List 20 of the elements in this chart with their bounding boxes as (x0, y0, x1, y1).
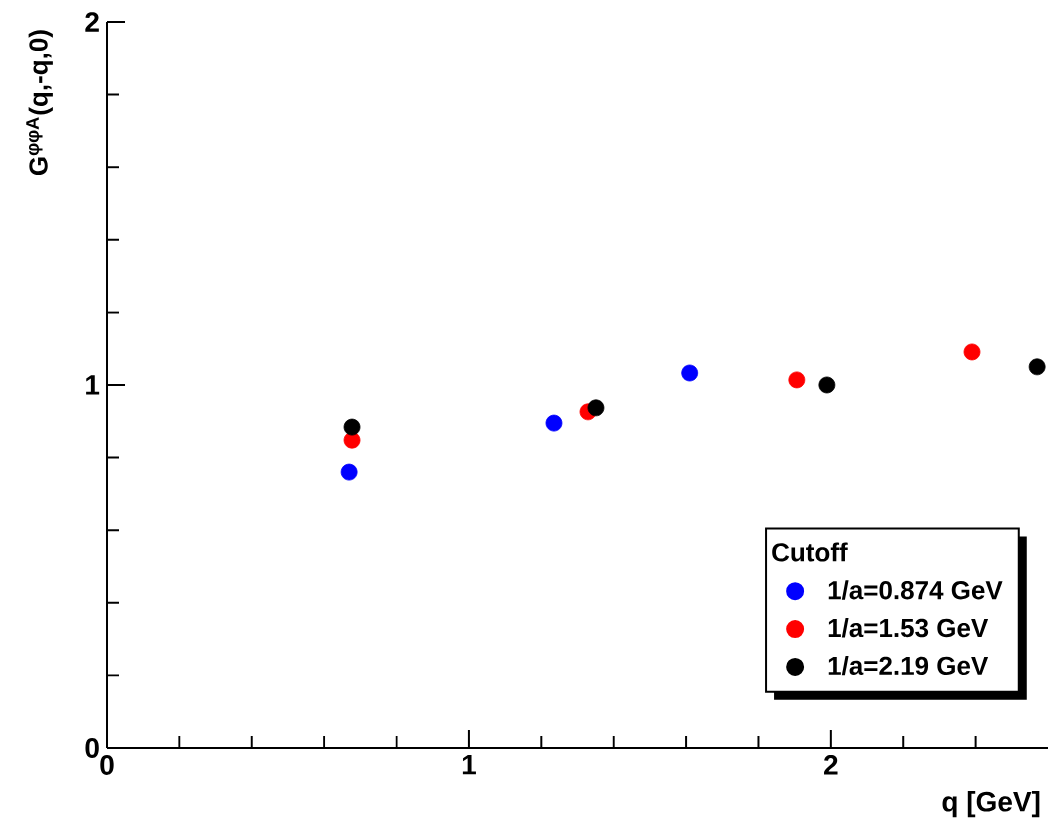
x-tick-label: 1 (462, 755, 476, 775)
point (587, 399, 605, 417)
y-tick-label: 2 (85, 12, 99, 32)
point (340, 463, 358, 481)
y-tick-label: 0 (85, 738, 99, 758)
y-axis-title: G$^{φφA}$(q,-q,0) (26, 30, 53, 176)
point (963, 343, 981, 361)
point (818, 376, 836, 394)
point (545, 414, 563, 432)
y-tick-label: 1 (86, 375, 100, 395)
point (343, 418, 361, 436)
legend-title: Cutoff (772, 542, 848, 562)
legend-label: 1/a=2.19 GeV (828, 655, 989, 676)
point (788, 371, 806, 389)
x-tick-label: 2 (824, 755, 838, 775)
legend-label: 1/a=0.874 GeV (828, 580, 1003, 600)
point (681, 364, 699, 382)
x-axis-title: q [GeV] (942, 791, 1040, 818)
legend-label: 1/a=1.53 GeV (828, 618, 989, 638)
x-tick-label: 0 (100, 755, 114, 775)
